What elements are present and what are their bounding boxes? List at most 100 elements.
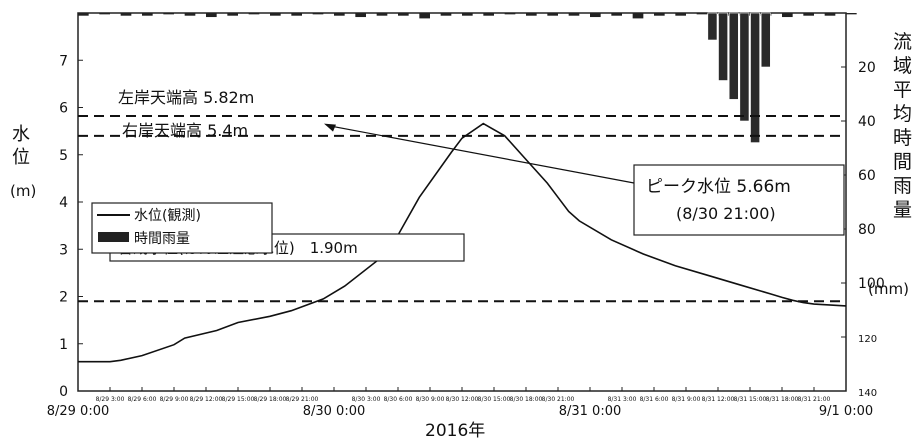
y-label-right-5: 時: [893, 127, 912, 149]
x-tick-major-label: 8/31 0:00: [559, 404, 622, 419]
legend-bar-swatch: [98, 232, 129, 242]
rain-bar: [483, 13, 494, 16]
x-tick-minor-label: 8/29 6:00: [128, 396, 157, 403]
rain-bar: [504, 13, 516, 15]
rain-bar: [568, 13, 580, 16]
x-tick-minor-label: 8/31 12:00: [702, 396, 735, 403]
peak-arrow: [327, 124, 635, 184]
right-bank-label: 右岸天端高 5.4m: [122, 121, 248, 140]
peak-annotation-line1: ピーク水位 5.66m: [646, 177, 791, 197]
y-label-left-1: 水: [12, 124, 30, 145]
y-tick-left-label: 6: [59, 101, 68, 117]
y-label-right-4: 均: [893, 103, 912, 125]
y-label-left-2: 位: [12, 147, 30, 168]
x-tick-minor-label: 8/31 6:00: [640, 396, 669, 403]
y-axis-left-ticks: 0 1 2 3 4 5 6 7: [59, 53, 83, 400]
legend-box: [91, 202, 273, 254]
x-tick-minor-label: 8/31 21:00: [798, 396, 831, 403]
rain-bar: [142, 13, 153, 16]
y-tick-right-label: 20: [858, 60, 876, 76]
peak-annotation-line2: (8/30 21:00): [676, 204, 776, 223]
peak-arrowhead: [324, 123, 336, 132]
y-label-right-7: 雨: [893, 175, 912, 197]
y-tick-right-label: 100: [858, 276, 885, 292]
x-tick-minor-label: 8/29 12:00: [190, 396, 223, 403]
y-tick-right-label: 40: [858, 114, 876, 130]
rain-bar: [355, 13, 366, 18]
rain-bar: [696, 13, 708, 15]
y-tick-right-label: 120: [858, 334, 877, 345]
rain-bar: [803, 13, 814, 16]
x-tick-minor-label: 8/30 9:00: [416, 396, 445, 403]
rain-bar: [99, 13, 110, 15]
x-tick-minor-label: 8/31 3:00: [608, 396, 637, 403]
rain-bar: [376, 13, 388, 16]
y-tick-left-label: 5: [59, 148, 68, 164]
rain-bar: [462, 13, 473, 16]
x-tick-minor-label: 8/29 3:00: [96, 396, 125, 403]
x-tick-minor-label: 8/30 18:00: [510, 396, 543, 403]
x-axis-ticks: 8/29 0:00 8/30 0:00 8/31 0:00 9/1 0:00 8/29 …: [47, 387, 873, 419]
y-label-right-unit: (mm): [868, 280, 909, 298]
left-bank-label: 左岸天端高 5.82m: [118, 88, 254, 107]
rain-bar: [824, 13, 836, 16]
y-tick-left-label: 7: [59, 53, 68, 69]
rain-bar: [782, 13, 793, 18]
y-label-right-6: 間: [893, 151, 912, 173]
rain-bar: [547, 13, 558, 16]
rain-bar: [590, 13, 601, 18]
y-label-right-3: 平: [893, 79, 912, 101]
rain-bar: [654, 13, 665, 16]
x-tick-major-label: 9/1 0:00: [819, 404, 873, 419]
x-tick-minor-label: 8/31 9:00: [672, 396, 701, 403]
y-tick-left-label: 1: [59, 337, 68, 353]
y-tick-left-label: 3: [59, 242, 68, 258]
y-tick-left-label: 0: [59, 384, 68, 400]
y-tick-right-label: 60: [858, 168, 876, 184]
water-level-line: [78, 122, 847, 363]
rain-bar: [419, 13, 430, 19]
rain-bar: [184, 13, 196, 16]
x-tick-minor-label: 8/30 15:00: [478, 396, 511, 403]
rain-bar: [440, 13, 452, 16]
x-tick-minor-label: 8/30 12:00: [446, 396, 479, 403]
rain-bar-peak: [707, 12, 718, 41]
rain-bar-peak: [728, 12, 739, 100]
legend-item-water: 水位(観測): [134, 207, 201, 224]
x-tick-minor-label: 8/29 15:00: [222, 396, 255, 403]
rain-bar: [334, 13, 345, 16]
y-axis-right-ticks: 20 40 60 80 100 120 140: [841, 60, 885, 399]
x-tick-major-label: 8/30 0:00: [303, 404, 366, 419]
rain-bar: [291, 13, 302, 16]
x-tick-minor-label: 8/31 15:00: [734, 396, 767, 403]
x-tick-minor-label: 8/31 18:00: [766, 396, 799, 403]
rain-bar-peak: [760, 12, 771, 68]
y-label-right-2: 域: [893, 55, 912, 77]
x-tick-minor-label: 8/30 21:00: [542, 396, 575, 403]
reference-lines: [78, 115, 846, 303]
rain-bar: [611, 13, 622, 16]
rain-bar: [526, 13, 537, 16]
x-tick-minor-label: 8/29 9:00: [160, 396, 189, 403]
rain-bar-peak: [739, 12, 750, 122]
x-tick-major-label: 8/29 0:00: [47, 404, 110, 419]
y-label-right-8: 量: [893, 199, 912, 221]
x-tick-minor-label: 8/30 6:00: [384, 396, 413, 403]
rain-bar: [248, 13, 260, 15]
y-label-right-1: 流: [893, 31, 912, 53]
rain-bar: [227, 13, 238, 16]
rain-bar: [632, 13, 644, 19]
x-axis-title: 2016年: [425, 421, 485, 441]
rain-bar: [270, 13, 281, 16]
rain-bar-peak: [718, 12, 728, 81]
rain-bar: [206, 13, 217, 18]
y-label-left-unit: (m): [10, 182, 36, 200]
x-tick-minor-label: 8/29 18:00: [254, 396, 287, 403]
y-tick-right-label: 140: [858, 388, 877, 399]
rain-bar-peak: [750, 12, 760, 143]
y-label-right: 流 域 平 均 時 間 雨 量 (mm): [868, 31, 912, 298]
rain-bar: [398, 13, 409, 16]
y-tick-left-label: 2: [59, 290, 68, 306]
x-tick-minor-label: 8/30 3:00: [352, 396, 381, 403]
rain-bar: [846, 13, 857, 15]
